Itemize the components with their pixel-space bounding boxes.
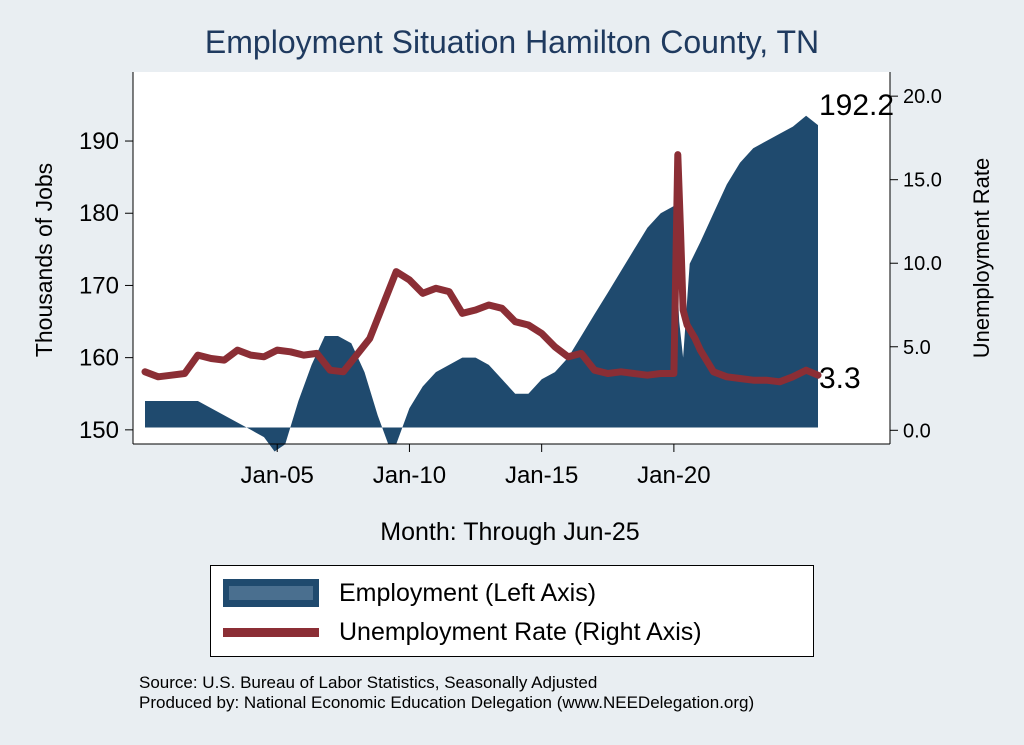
legend-swatch-unemployment — [223, 627, 319, 637]
right-axis-tick-label: 10.0 — [903, 253, 942, 275]
x-axis-tick-label: Jan-10 — [373, 462, 446, 489]
right-axis-title: Unemployment Rate — [969, 158, 994, 359]
left-axis-tick-label: 150 — [79, 417, 119, 444]
x-axis-tick-label: Jan-05 — [241, 462, 314, 489]
employment-series — [145, 115, 818, 452]
legend: Employment (Left Axis) Unemployment Rate… — [210, 565, 814, 657]
chart-title: Employment Situation Hamilton County, TN — [204, 24, 820, 60]
x-axis-tick-label: Jan-20 — [637, 462, 710, 489]
x-axis-tick-label: Jan-15 — [505, 462, 578, 489]
unemployment-end-label: 3.3 — [819, 362, 861, 395]
legend-label-employment: Employment (Left Axis) — [339, 578, 597, 607]
right-axis-tick-label: 5.0 — [903, 337, 931, 359]
left-axis-title: Thousands of Jobs — [31, 163, 57, 357]
right-axis-tick-label: 15.0 — [903, 170, 942, 192]
legend-label-unemployment: Unemployment Rate (Right Axis) — [339, 617, 702, 646]
left-axis-tick-label: 170 — [79, 272, 119, 299]
right-axis-tick-label: 20.0 — [903, 86, 942, 108]
unemployment-series — [141, 151, 822, 386]
left-axis-tick-label: 190 — [79, 128, 119, 155]
producer-line: Produced by: National Economic Education… — [139, 693, 755, 712]
legend-item-unemployment: Unemployment Rate (Right Axis) — [223, 612, 702, 652]
legend-item-employment: Employment (Left Axis) — [223, 573, 596, 613]
x-axis-label: Month: Through Jun-25 — [380, 518, 640, 546]
left-axis-tick-label: 160 — [79, 345, 119, 372]
right-axis-tick-label: 0.0 — [903, 420, 931, 442]
source-note: Source: U.S. Bureau of Labor Statistics,… — [139, 673, 754, 713]
left-axis-tick-label: 180 — [79, 200, 119, 227]
legend-swatch-employment — [223, 579, 319, 607]
source-line: Source: U.S. Bureau of Labor Statistics,… — [139, 673, 598, 692]
employment-end-label: 192.2 — [819, 89, 894, 122]
